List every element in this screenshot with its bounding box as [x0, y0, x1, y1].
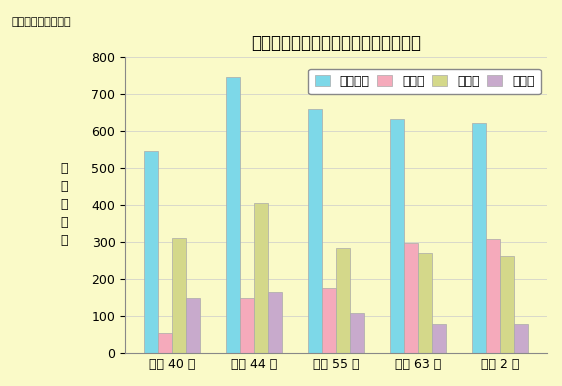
- Bar: [144, 151, 158, 353]
- Bar: [308, 108, 322, 353]
- Bar: [172, 237, 186, 353]
- Title: 近年主要製材地域の素材消費量の推移: 近年主要製材地域の素材消費量の推移: [251, 34, 421, 52]
- Bar: [240, 298, 254, 353]
- Bar: [186, 298, 200, 353]
- Bar: [158, 333, 172, 353]
- Y-axis label: 素
材
消
費
量: 素 材 消 費 量: [60, 163, 67, 247]
- Legend: 和歌山市, 御坊市, 田辺市, 新宮市: 和歌山市, 御坊市, 田辺市, 新宮市: [308, 69, 541, 94]
- Bar: [350, 313, 364, 353]
- Bar: [336, 248, 350, 353]
- Text: （千立方メートル）: （千立方メートル）: [11, 17, 71, 27]
- Bar: [486, 239, 500, 353]
- Bar: [268, 292, 282, 353]
- Bar: [432, 324, 446, 353]
- Bar: [472, 124, 486, 353]
- Bar: [404, 243, 418, 353]
- Bar: [254, 203, 268, 353]
- Bar: [226, 77, 240, 353]
- Bar: [500, 256, 514, 353]
- Bar: [322, 288, 336, 353]
- Bar: [514, 324, 528, 353]
- Bar: [418, 253, 432, 353]
- Bar: [390, 119, 404, 353]
